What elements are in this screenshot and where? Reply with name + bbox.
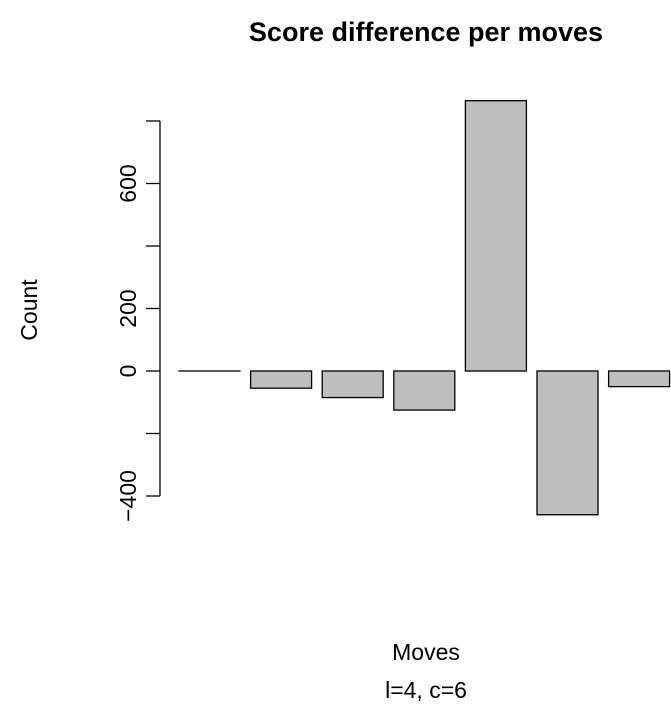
- y-axis-label: Count: [16, 279, 42, 341]
- y-tick-label: 0: [115, 365, 141, 378]
- bar: [464, 100, 528, 372]
- chart-title: Score difference per moves: [249, 17, 603, 47]
- bar: [607, 370, 671, 388]
- bar: [321, 370, 384, 399]
- y-tick-label: 600: [115, 164, 141, 202]
- bars: [178, 100, 671, 516]
- bar: [393, 370, 456, 411]
- chart-subtitle: l=4, c=6: [385, 677, 467, 703]
- bar: [536, 370, 599, 516]
- bar: [249, 370, 313, 389]
- y-tick-label: −400: [115, 470, 141, 522]
- x-axis-label: Moves: [392, 639, 460, 665]
- y-tick-label: 200: [115, 289, 141, 327]
- y-axis: −400 0 200 600: [115, 120, 161, 522]
